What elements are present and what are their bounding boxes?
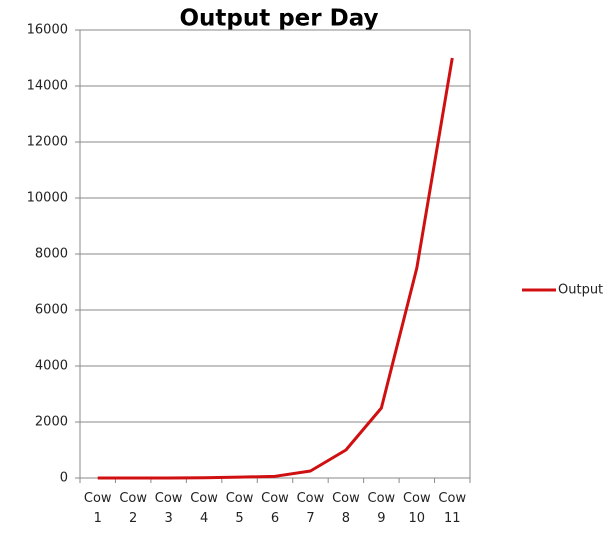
y-tick-label: 4000 — [35, 359, 68, 374]
y-tick-label: 0 — [60, 471, 68, 486]
line-series — [97, 57, 454, 480]
y-tick-label: 2000 — [35, 415, 68, 430]
legend-label: Output — [558, 283, 603, 298]
x-tick-label: Cow 1 — [83, 491, 112, 526]
x-tick-label: Cow 9 — [367, 491, 396, 526]
x-tick-label: Cow 5 — [225, 491, 254, 526]
y-tick-label: 16000 — [27, 23, 68, 38]
chart-title: Output per Day — [179, 6, 378, 32]
x-tick-label: Cow 2 — [119, 491, 147, 526]
x-tick-label: Cow 7 — [296, 491, 325, 526]
y-tick-label: 10000 — [27, 191, 68, 206]
x-tick-label: Cow 10 — [402, 491, 431, 526]
x-tick-label: Cow 3 — [154, 491, 183, 526]
y-tick-label: 8000 — [35, 247, 68, 262]
y-tick-label: 6000 — [35, 303, 68, 318]
x-tick-label: Cow 4 — [190, 491, 218, 526]
x-tick-label: Cow 6 — [261, 491, 289, 526]
x-tick-label: Cow 11 — [438, 491, 467, 526]
y-tick-label: 14000 — [27, 79, 68, 94]
x-tick-label: Cow 8 — [332, 491, 360, 526]
y-tick-label: 12000 — [27, 135, 68, 150]
